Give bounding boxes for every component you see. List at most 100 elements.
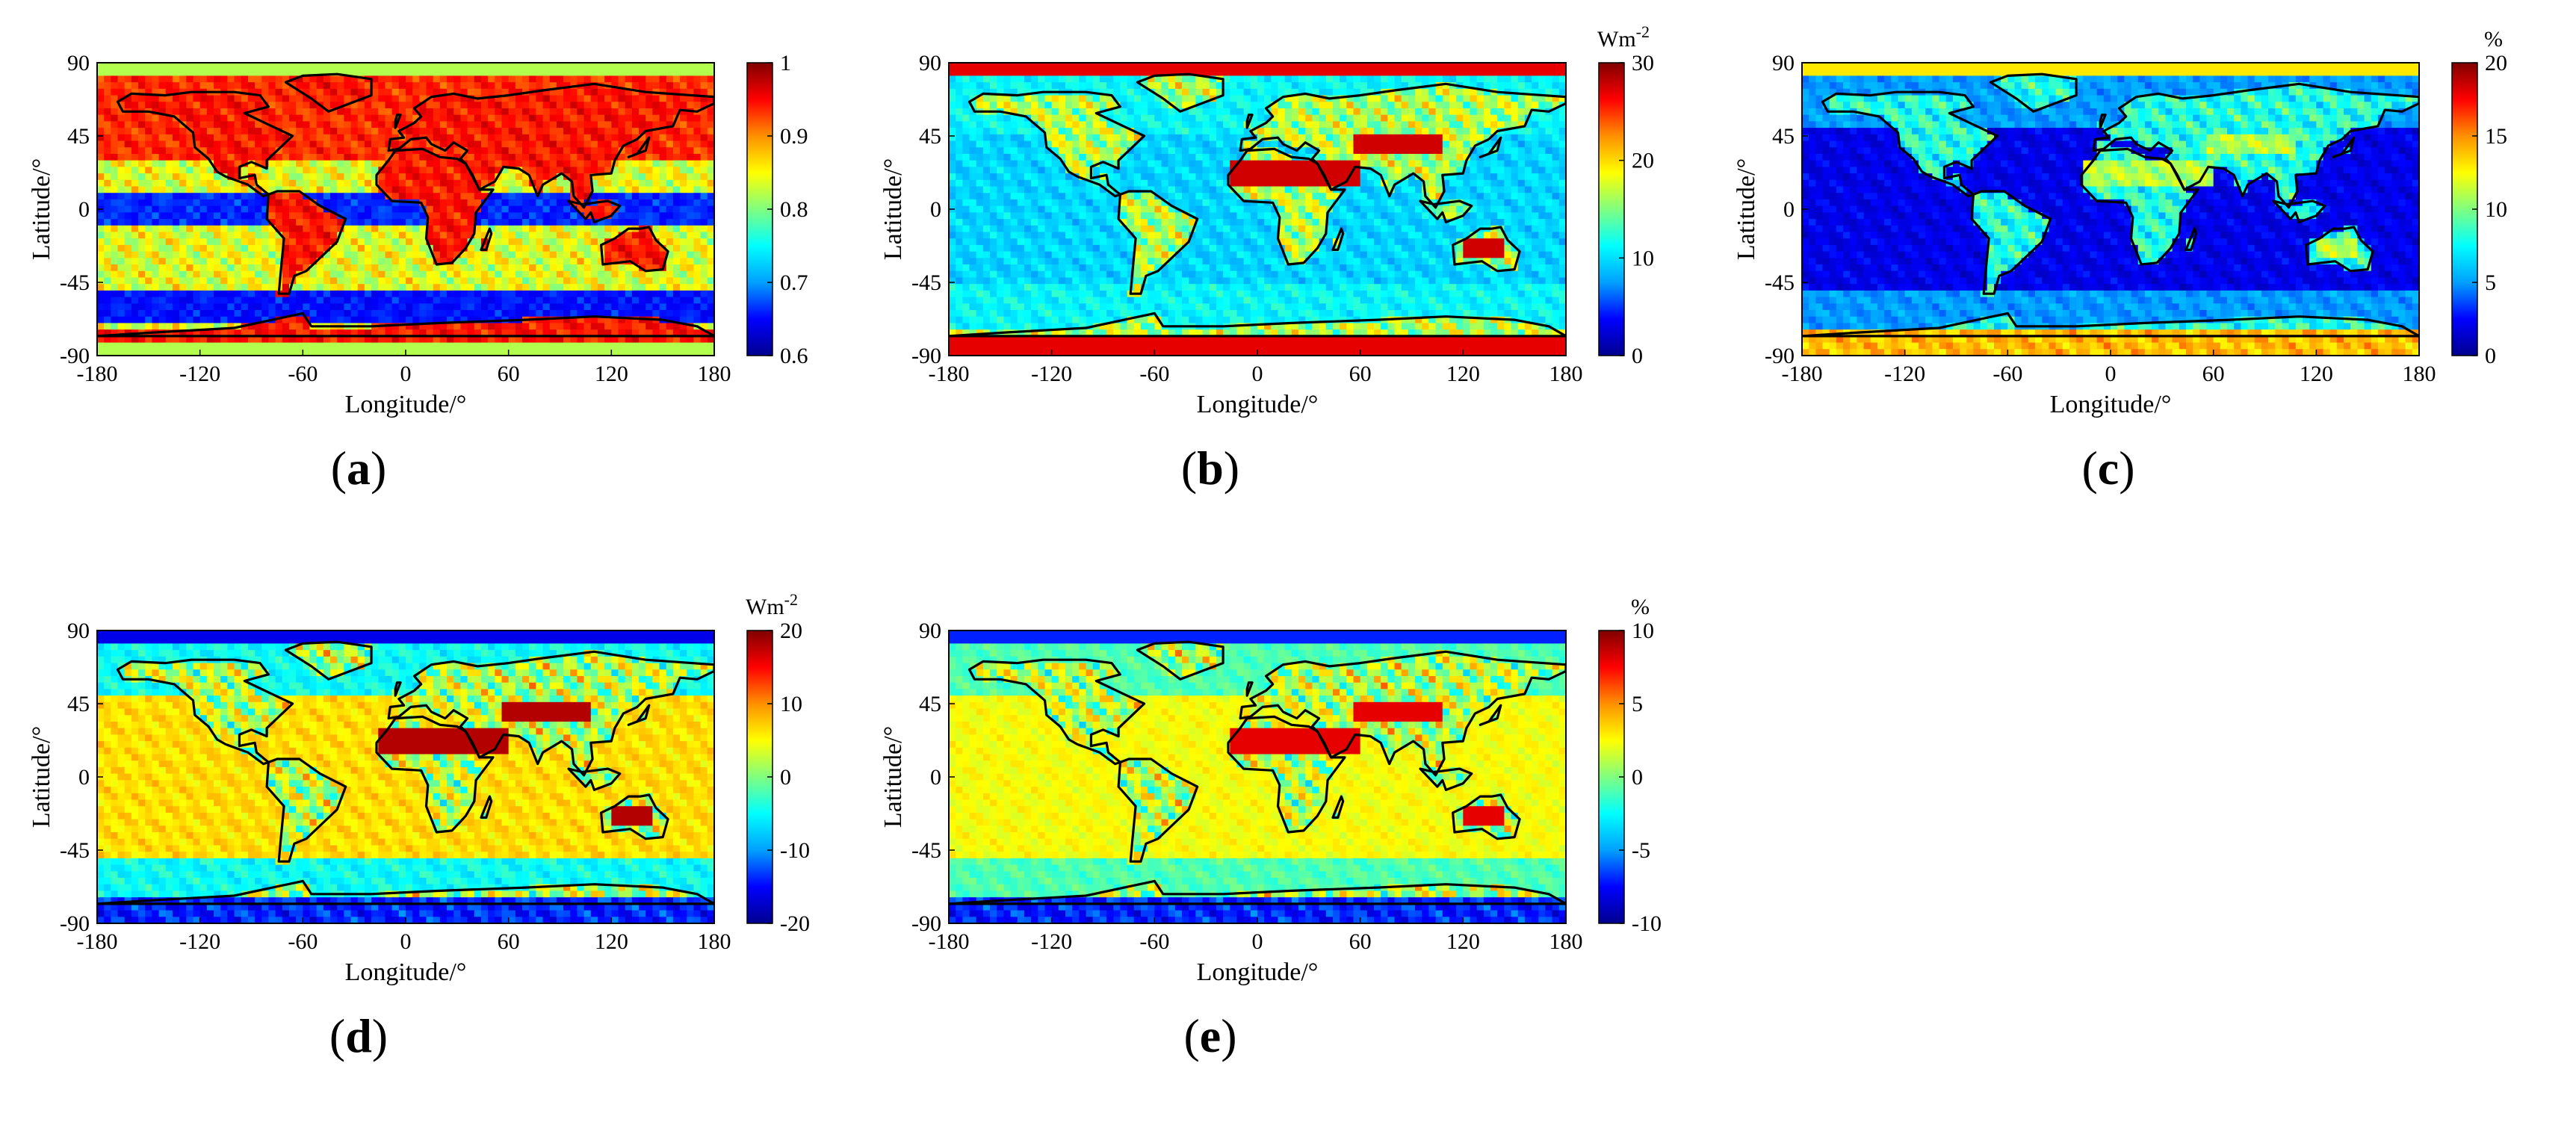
colorbar-tick-label: 0 [2485, 344, 2496, 368]
y-tick-label: -45 [60, 838, 90, 863]
y-tick-label: 90 [919, 619, 941, 643]
colorbar-tick-label: 0.9 [780, 124, 808, 149]
x-tick-label: 60 [2202, 362, 2225, 386]
y-tick-label: 90 [919, 51, 941, 75]
colorbar-tick-label: 0.7 [780, 270, 808, 295]
x-tick-label: -120 [1031, 929, 1072, 954]
colorbar-unit: % [1631, 595, 1650, 619]
heatmap-field [97, 63, 714, 356]
coastlines [97, 72, 714, 338]
colorbar-tick-label: 5 [2485, 270, 2496, 295]
x-tick-label: 120 [595, 929, 628, 954]
map-panel-d: -180 -120 -60 0 60 120 180 90 45 0 -45 -90 Longitude… [28, 590, 810, 986]
x-tick-label: 60 [498, 929, 520, 954]
x-tick-label: 0 [1252, 362, 1263, 386]
x-tick-label: -120 [179, 362, 220, 386]
colorbar-tick-label: 0.8 [780, 197, 808, 222]
y-tick-label: 90 [1772, 51, 1795, 75]
x-tick-label: 120 [1446, 362, 1480, 386]
y-tick-label: 0 [930, 765, 941, 790]
map-panel-b: -180 -120 -60 0 60 120 180 90 45 0 -45 -90 Longitude… [879, 22, 1654, 418]
colorbar [1598, 62, 1625, 356]
map-panel-e: -180 -120 -60 0 60 120 180 90 45 0 -45 -90 Longitude… [879, 595, 1662, 986]
x-tick-label: 60 [1349, 362, 1372, 386]
y-tick-label: -45 [911, 270, 941, 295]
coastlines [1802, 72, 2419, 338]
x-tick-label: 180 [2403, 362, 2436, 386]
x-tick-label: 60 [498, 362, 520, 386]
x-tick-label: -180 [77, 362, 118, 386]
colorbar-unit: Wm-2 [1597, 22, 1650, 52]
y-tick-label: -90 [60, 344, 90, 368]
x-tick-label: 180 [1549, 362, 1583, 386]
x-tick-label: -60 [1993, 362, 2022, 386]
y-axis-title: Latitude/° [879, 726, 907, 828]
x-tick-label: 180 [1549, 929, 1583, 954]
x-tick-label: 0 [400, 929, 412, 954]
x-tick-label: 0 [1252, 929, 1263, 954]
x-axis-title: Longitude/° [345, 958, 467, 986]
y-axis-title: Latitude/° [28, 158, 55, 260]
colorbar-tick-label: -10 [1632, 911, 1662, 936]
colorbar-tick-label: 0 [780, 765, 791, 790]
colorbar-tick-label: -5 [1632, 838, 1650, 863]
x-tick-label: -120 [1884, 362, 1925, 386]
y-axis-title: Latitude/° [879, 158, 907, 260]
map-panel-a: -180 -120 -60 0 60 120 180 90 45 0 -45 -90 Longitude… [28, 51, 808, 418]
x-tick-label: -60 [288, 929, 318, 954]
heatmap-field [949, 63, 1566, 356]
x-tick-label: 180 [698, 929, 731, 954]
y-tick-label: -90 [911, 911, 941, 936]
x-tick-label: 120 [595, 362, 628, 386]
panel-label-a: (a) [284, 441, 433, 496]
panel-label-c: (c) [2034, 441, 2183, 496]
colorbar-tick-label: -10 [780, 838, 810, 863]
y-tick-label: 0 [930, 197, 941, 222]
y-tick-label: -45 [911, 838, 941, 863]
colorbar-tick-label: 0 [1632, 344, 1643, 368]
colorbar-unit: % [2484, 27, 2503, 52]
panel-label-e: (e) [1136, 1008, 1285, 1064]
y-tick-label: 45 [67, 692, 90, 716]
colorbar-tick-label: 20 [780, 619, 802, 643]
colorbar-tick-label: 5 [1632, 692, 1643, 716]
y-tick-label: -90 [60, 911, 90, 936]
colorbar-tick-label: 10 [1632, 246, 1654, 270]
colorbar-tick-label: 1 [780, 51, 791, 75]
y-tick-label: 0 [78, 197, 90, 222]
map-panel-c: -180 -120 -60 0 60 120 180 90 45 0 -45 -90 Longitude… [1733, 27, 2507, 418]
y-axis-title: Latitude/° [28, 726, 55, 828]
x-axis-title: Longitude/° [2050, 391, 2172, 418]
x-tick-label: 120 [1446, 929, 1480, 954]
x-tick-label: 60 [1349, 929, 1372, 954]
x-tick-label: -120 [179, 929, 220, 954]
colorbar-tick-label: 20 [1632, 149, 1654, 173]
y-tick-label: 45 [1772, 124, 1795, 149]
x-tick-label: -60 [1139, 929, 1169, 954]
x-tick-label: -180 [929, 929, 970, 954]
y-tick-label: -45 [60, 270, 90, 295]
y-tick-label: 90 [67, 51, 90, 75]
heatmap-field [97, 630, 714, 923]
x-tick-label: 0 [400, 362, 412, 386]
colorbar-tick-label: -20 [780, 911, 810, 936]
colorbar-tick-label: 10 [1632, 619, 1654, 643]
x-tick-label: 180 [698, 362, 731, 386]
panel-label-d: (d) [284, 1008, 433, 1064]
y-axis-title: Latitude/° [1733, 158, 1760, 260]
y-tick-label: -45 [1765, 270, 1795, 295]
y-tick-label: 0 [78, 765, 90, 790]
coastlines [949, 640, 1566, 905]
x-tick-label: -120 [1031, 362, 1072, 386]
x-tick-label: -60 [288, 362, 318, 386]
colorbar-tick-label: 10 [2485, 197, 2507, 222]
y-tick-label: -90 [911, 344, 941, 368]
coastlines [949, 72, 1566, 338]
y-tick-label: 0 [1783, 197, 1795, 222]
x-axis-title: Longitude/° [1197, 391, 1319, 418]
colorbar-tick-label: 30 [1632, 51, 1654, 75]
y-tick-label: -90 [1765, 344, 1795, 368]
colorbar-tick-label: 15 [2485, 124, 2507, 149]
x-axis-title: Longitude/° [345, 391, 467, 418]
colorbar-unit: Wm-2 [746, 590, 798, 619]
